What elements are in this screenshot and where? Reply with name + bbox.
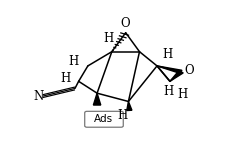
- Polygon shape: [170, 71, 183, 81]
- FancyBboxPatch shape: [85, 111, 123, 127]
- Text: H: H: [104, 32, 114, 45]
- Text: Ads: Ads: [94, 114, 114, 124]
- Polygon shape: [93, 93, 101, 105]
- Text: H: H: [164, 85, 174, 98]
- Polygon shape: [127, 101, 132, 110]
- Text: H: H: [68, 55, 79, 68]
- Text: H: H: [60, 72, 70, 85]
- Text: H: H: [177, 88, 188, 101]
- Polygon shape: [157, 66, 182, 73]
- Text: O: O: [185, 64, 194, 77]
- Text: O: O: [121, 17, 130, 30]
- Text: H: H: [117, 109, 127, 122]
- Text: H: H: [163, 48, 173, 61]
- Text: N: N: [33, 90, 43, 103]
